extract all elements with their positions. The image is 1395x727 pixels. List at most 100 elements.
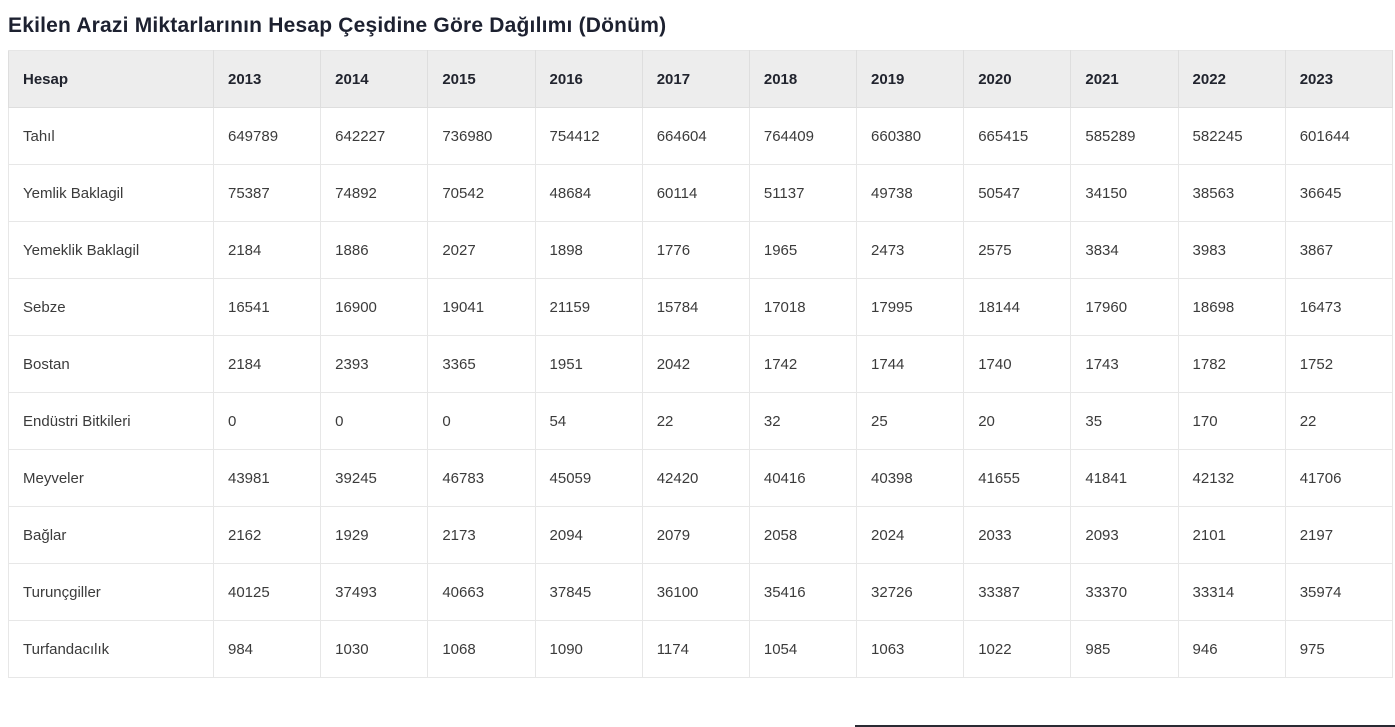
data-cell: 665415 — [963, 107, 1072, 165]
data-cell: 2042 — [641, 335, 750, 393]
data-cell: 2473 — [856, 221, 965, 279]
data-cell: 642227 — [320, 107, 429, 165]
data-cell: 1030 — [320, 620, 429, 678]
data-cell: 764409 — [748, 107, 858, 165]
data-cell: 2101 — [1177, 506, 1286, 564]
row-label-cell: Endüstri Bitkileri — [8, 392, 214, 450]
data-cell: 18698 — [1177, 278, 1286, 336]
table-row: Tahıl 649789 642227 736980 754412 664604 76440… — [8, 107, 1394, 165]
data-cell: 1743 — [1070, 335, 1179, 393]
table-body: Tahıl 649789 642227 736980 754412 664604 76440… — [8, 107, 1394, 678]
data-cell: 32 — [748, 392, 858, 450]
data-cell: 2184 — [212, 221, 322, 279]
data-cell: 36100 — [641, 563, 750, 621]
table-row: Yemlik Baklagil 75387 74892 70542 48684 60114… — [8, 164, 1394, 222]
data-cell: 946 — [1177, 620, 1286, 678]
data-cell: 43981 — [212, 449, 322, 507]
header-cell-year: 2016 — [534, 50, 643, 108]
row-label-cell: Turfandacılık — [8, 620, 214, 678]
header-cell-year: 2017 — [641, 50, 750, 108]
data-cell: 2093 — [1070, 506, 1179, 564]
data-cell: 2575 — [963, 221, 1072, 279]
data-cell: 660380 — [856, 107, 965, 165]
data-cell: 2197 — [1284, 506, 1394, 564]
data-cell: 0 — [212, 392, 322, 450]
data-cell: 2094 — [534, 506, 643, 564]
data-cell: 70542 — [427, 164, 536, 222]
data-cell: 40125 — [212, 563, 322, 621]
data-cell: 170 — [1177, 392, 1286, 450]
data-cell: 18144 — [963, 278, 1072, 336]
data-cell: 74892 — [320, 164, 429, 222]
header-cell-hesap: Hesap — [8, 50, 214, 108]
data-cell: 1752 — [1284, 335, 1394, 393]
row-label-cell: Bostan — [8, 335, 214, 393]
data-cell: 1965 — [748, 221, 858, 279]
data-cell: 16900 — [320, 278, 429, 336]
data-cell: 1054 — [748, 620, 858, 678]
data-cell: 649789 — [212, 107, 322, 165]
header-cell-year: 2015 — [427, 50, 536, 108]
data-cell: 2058 — [748, 506, 858, 564]
data-cell: 25 — [856, 392, 965, 450]
data-cell: 40416 — [748, 449, 858, 507]
data-cell: 3867 — [1284, 221, 1394, 279]
data-cell: 37845 — [534, 563, 643, 621]
data-cell: 42420 — [641, 449, 750, 507]
table-row: Bağlar 2162 1929 2173 2094 2079 2058 2024 2033 20… — [8, 506, 1394, 564]
data-cell: 17960 — [1070, 278, 1179, 336]
data-table-container: Hesap 2013 2014 2015 2016 2017 2018 2019 2020 202… — [8, 50, 1394, 678]
table-header: Hesap 2013 2014 2015 2016 2017 2018 2019 2020 202… — [8, 50, 1394, 108]
data-cell: 736980 — [427, 107, 536, 165]
row-label-cell: Sebze — [8, 278, 214, 336]
data-cell: 21159 — [534, 278, 643, 336]
data-cell: 33387 — [963, 563, 1072, 621]
data-cell: 45059 — [534, 449, 643, 507]
data-cell: 38563 — [1177, 164, 1286, 222]
data-cell: 75387 — [212, 164, 322, 222]
header-cell-year: 2014 — [320, 50, 429, 108]
header-cell-year: 2022 — [1177, 50, 1286, 108]
row-label-cell: Meyveler — [8, 449, 214, 507]
table-row: Meyveler 43981 39245 46783 45059 42420 40416 40… — [8, 449, 1394, 507]
table-row: Sebze 16541 16900 19041 21159 15784 17018 17995… — [8, 278, 1394, 336]
data-cell: 585289 — [1070, 107, 1179, 165]
data-cell: 51137 — [748, 164, 858, 222]
table-row: Turunçgiller 40125 37493 40663 37845 36100 354… — [8, 563, 1394, 621]
data-cell: 42132 — [1177, 449, 1286, 507]
data-cell: 1929 — [320, 506, 429, 564]
data-cell: 1951 — [534, 335, 643, 393]
header-cell-year: 2013 — [212, 50, 322, 108]
data-cell: 33314 — [1177, 563, 1286, 621]
data-cell: 16541 — [212, 278, 322, 336]
data-cell: 41706 — [1284, 449, 1394, 507]
data-cell: 36645 — [1284, 164, 1394, 222]
row-label-cell: Yemeklik Baklagil — [8, 221, 214, 279]
data-cell: 0 — [320, 392, 429, 450]
data-cell: 1022 — [963, 620, 1072, 678]
data-cell: 17018 — [748, 278, 858, 336]
data-cell: 22 — [641, 392, 750, 450]
data-cell: 35416 — [748, 563, 858, 621]
data-cell: 2033 — [963, 506, 1072, 564]
data-cell: 1068 — [427, 620, 536, 678]
header-cell-year: 2021 — [1070, 50, 1179, 108]
data-cell: 17995 — [856, 278, 965, 336]
data-cell: 15784 — [641, 278, 750, 336]
table-row: Turfandacılık 984 1030 1068 1090 1174 1054 1063… — [8, 620, 1394, 678]
data-cell: 35 — [1070, 392, 1179, 450]
data-cell: 1090 — [534, 620, 643, 678]
data-cell: 754412 — [534, 107, 643, 165]
data-cell: 601644 — [1284, 107, 1394, 165]
row-label-cell: Tahıl — [8, 107, 214, 165]
data-cell: 60114 — [641, 164, 750, 222]
header-cell-year: 2020 — [963, 50, 1072, 108]
data-cell: 1898 — [534, 221, 643, 279]
data-cell: 664604 — [641, 107, 750, 165]
data-cell: 582245 — [1177, 107, 1286, 165]
row-label-cell: Yemlik Baklagil — [8, 164, 214, 222]
table-row: Bostan 2184 2393 3365 1951 2042 1742 1744 1740 17… — [8, 335, 1394, 393]
data-cell: 19041 — [427, 278, 536, 336]
data-cell: 3365 — [427, 335, 536, 393]
row-label-cell: Bağlar — [8, 506, 214, 564]
